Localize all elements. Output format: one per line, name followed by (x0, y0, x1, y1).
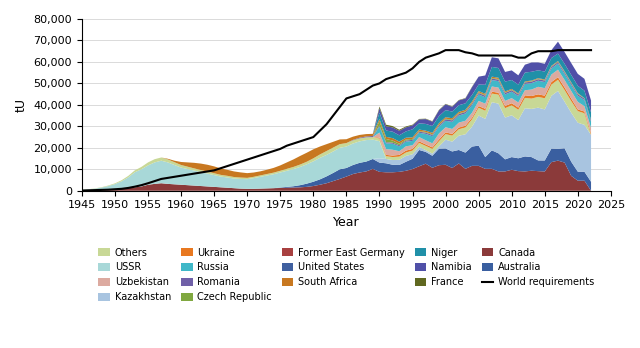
X-axis label: Year: Year (333, 216, 360, 229)
Y-axis label: tU: tU (15, 98, 28, 112)
Legend: Others, USSR, Uzbekistan, Kazakhstan, Ukraine, Russia, Romania, Czech Republic, : Others, USSR, Uzbekistan, Kazakhstan, Uk… (95, 244, 598, 306)
